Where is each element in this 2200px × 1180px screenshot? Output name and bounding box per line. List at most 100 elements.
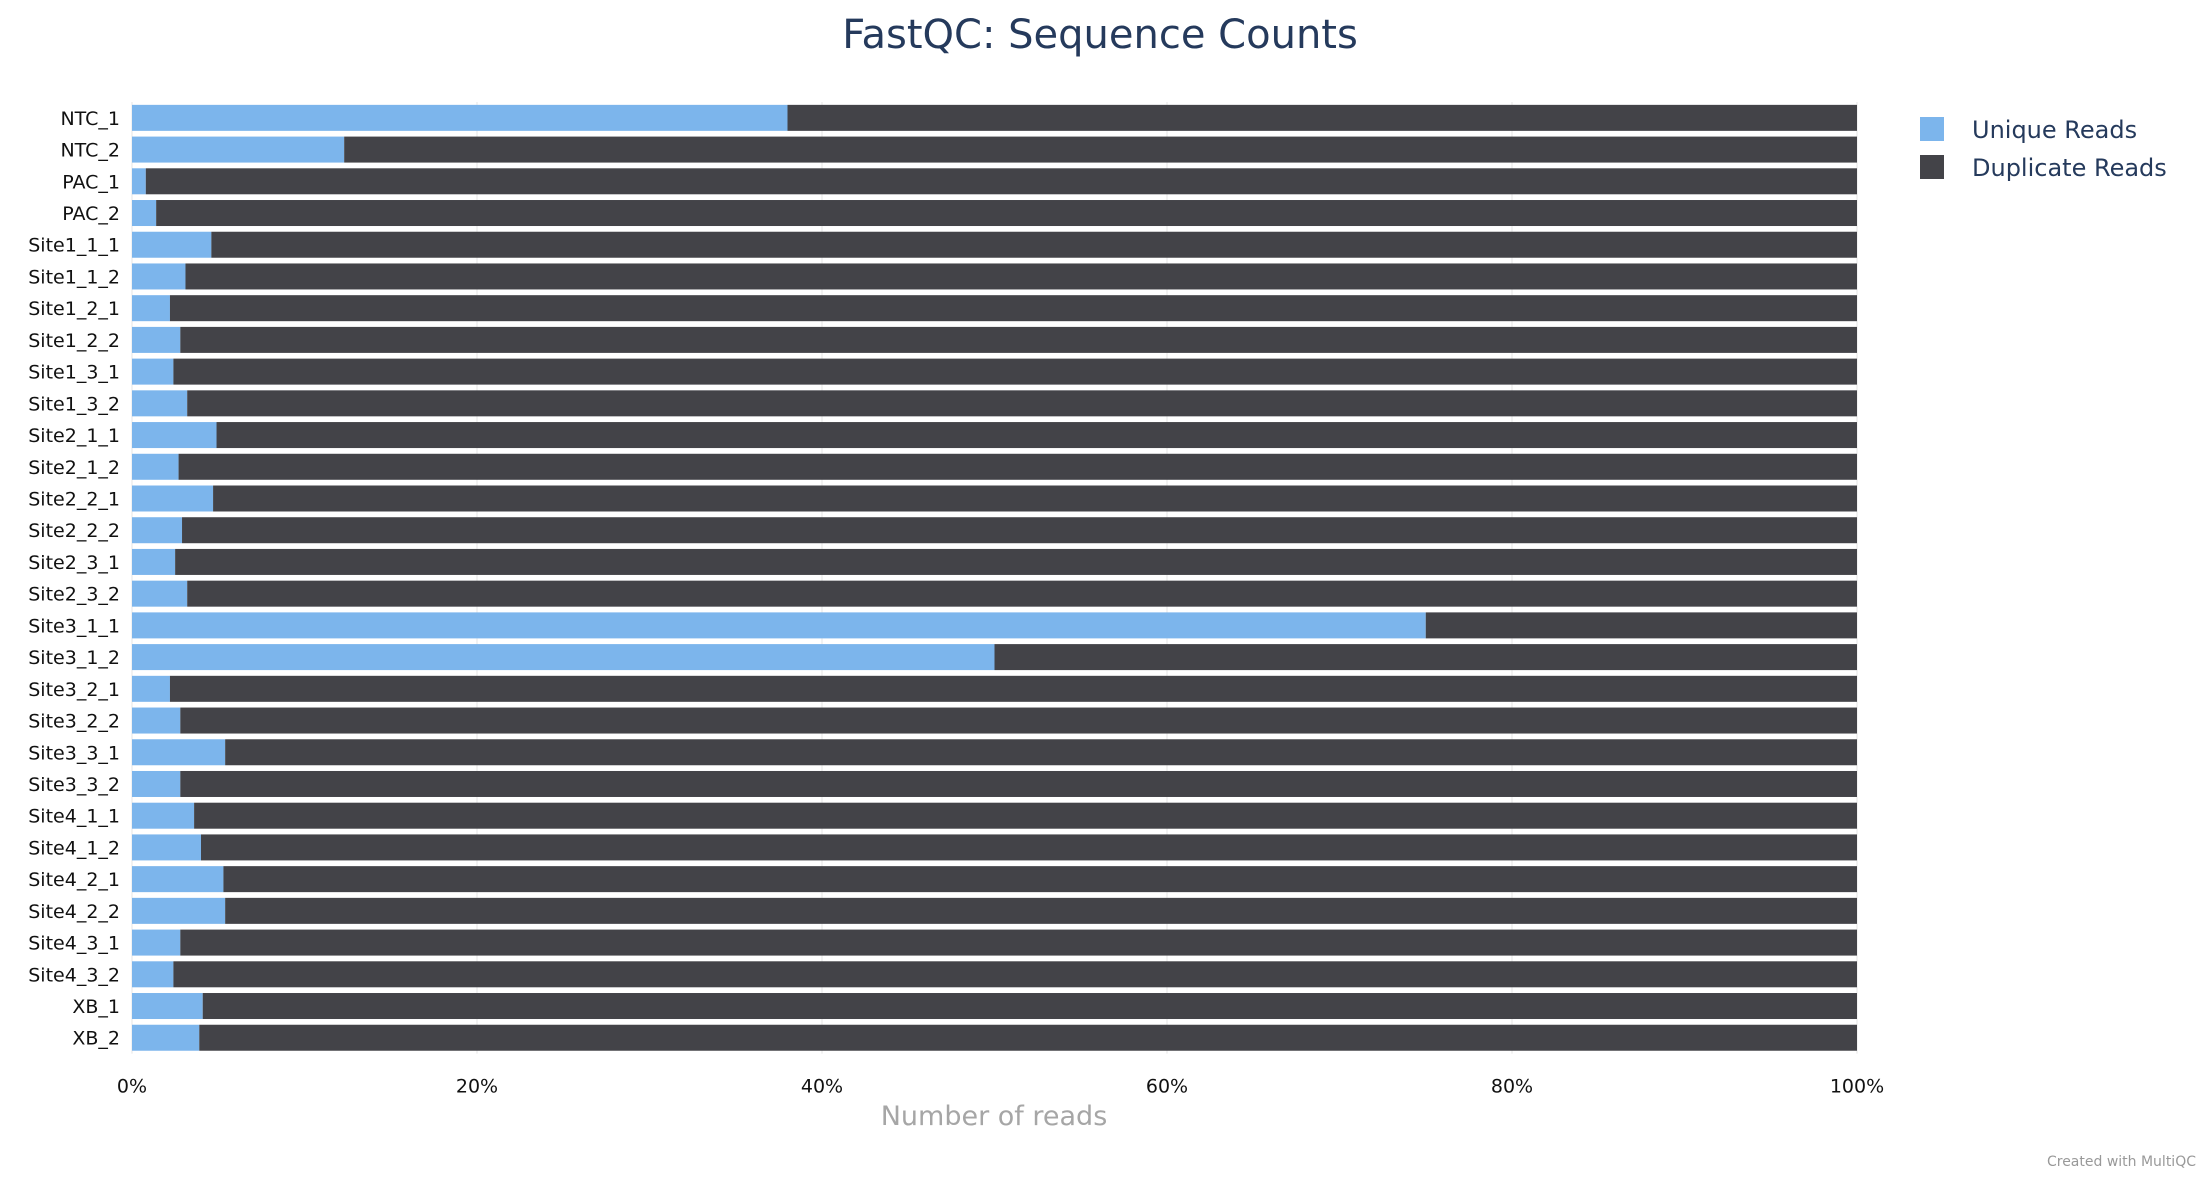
bar-unique-reads-pac-2[interactable] (132, 200, 157, 227)
bar-duplicate-reads-site3-1-1[interactable] (1425, 612, 1857, 639)
bar-unique-reads-site2-1-2[interactable] (132, 453, 179, 480)
bar-unique-reads-site1-3-1[interactable] (132, 358, 174, 385)
credit-text: Created with MultiQC (2047, 1154, 2196, 1170)
category-label: Site4_1_2 (28, 837, 120, 859)
category-label: XB_2 (72, 1028, 120, 1050)
legend-label-unique-reads[interactable]: Unique Reads (1972, 116, 2137, 144)
category-label: NTC_1 (60, 108, 120, 130)
bar-duplicate-reads-site3-1-2[interactable] (994, 644, 1858, 671)
bar-unique-reads-site4-3-2[interactable] (132, 961, 174, 988)
bar-unique-reads-site1-3-2[interactable] (132, 390, 188, 417)
bar-duplicate-reads-site1-2-1[interactable] (169, 295, 1858, 322)
bar-duplicate-reads-site4-1-2[interactable] (201, 834, 1857, 861)
category-label: Site3_1_1 (28, 615, 120, 637)
bar-duplicate-reads-site2-1-1[interactable] (216, 422, 1857, 449)
category-label: Site4_3_2 (28, 964, 120, 986)
bar-unique-reads-site3-1-2[interactable] (132, 644, 995, 671)
bar-duplicate-reads-site4-1-1[interactable] (194, 802, 1858, 829)
bar-unique-reads-site2-3-1[interactable] (132, 548, 176, 575)
bar-unique-reads-site3-3-1[interactable] (132, 739, 226, 766)
bar-unique-reads-site2-1-1[interactable] (132, 422, 217, 449)
category-label: Site1_1_2 (28, 266, 120, 288)
bar-unique-reads-site4-3-1[interactable] (132, 929, 181, 956)
legend-swatch-unique-reads[interactable] (1920, 117, 1944, 141)
x-axis-ticks: 0% 20% 40% 60% 80% 100% (117, 1076, 1884, 1098)
bar-unique-reads-site4-1-2[interactable] (132, 834, 201, 861)
bar-unique-reads-site1-1-1[interactable] (132, 231, 212, 258)
bar-unique-reads-site2-2-2[interactable] (132, 517, 183, 544)
category-label: Site2_1_2 (28, 457, 120, 479)
x-axis-title: Number of reads (881, 1101, 1108, 1132)
bar-unique-reads-ntc-2[interactable] (132, 136, 345, 163)
category-label: Site4_2_2 (28, 901, 120, 923)
x-tick-label: 0% (117, 1076, 147, 1098)
bar-unique-reads-xb-1[interactable] (132, 993, 203, 1020)
bar-duplicate-reads-site4-3-2[interactable] (173, 961, 1857, 988)
legend-label-duplicate-reads[interactable]: Duplicate Reads (1972, 154, 2167, 182)
bars (132, 104, 1858, 1051)
category-label: NTC_2 (60, 140, 120, 162)
bar-unique-reads-site4-2-1[interactable] (132, 866, 224, 893)
bar-unique-reads-site2-2-1[interactable] (132, 485, 214, 512)
legend[interactable]: Unique Reads Duplicate Reads (1920, 116, 2167, 182)
bar-duplicate-reads-site2-2-2[interactable] (182, 517, 1857, 544)
bar-unique-reads-xb-2[interactable] (132, 1024, 200, 1051)
bar-duplicate-reads-ntc-2[interactable] (344, 136, 1857, 163)
x-tick-label: 40% (801, 1076, 843, 1098)
bar-duplicate-reads-site1-1-2[interactable] (185, 263, 1858, 290)
bar-duplicate-reads-site4-3-1[interactable] (180, 929, 1857, 956)
gridlines (131, 102, 1858, 1054)
bar-unique-reads-site4-1-1[interactable] (132, 802, 195, 829)
category-label: PAC_1 (62, 171, 120, 193)
bar-unique-reads-site1-1-2[interactable] (132, 263, 186, 290)
bar-unique-reads-site4-2-2[interactable] (132, 897, 226, 924)
bar-duplicate-reads-site1-3-1[interactable] (173, 358, 1857, 385)
bar-duplicate-reads-site3-3-1[interactable] (225, 739, 1857, 766)
category-label: Site3_2_2 (28, 711, 120, 733)
bar-unique-reads-site3-3-2[interactable] (132, 770, 181, 797)
category-label: Site1_3_2 (28, 393, 120, 415)
bar-unique-reads-site2-3-2[interactable] (132, 580, 188, 607)
category-label: Site1_1_1 (28, 235, 120, 257)
category-label: Site2_2_1 (28, 489, 120, 511)
bar-duplicate-reads-site2-3-2[interactable] (187, 580, 1858, 607)
category-label: Site2_2_2 (28, 520, 120, 542)
bar-duplicate-reads-site2-1-2[interactable] (178, 453, 1858, 480)
category-label: PAC_2 (62, 203, 120, 225)
bar-duplicate-reads-xb-2[interactable] (199, 1024, 1857, 1051)
category-label: Site1_2_1 (28, 298, 120, 320)
bar-duplicate-reads-pac-1[interactable] (145, 168, 1857, 195)
category-label: Site1_2_2 (28, 330, 120, 352)
bar-duplicate-reads-xb-1[interactable] (202, 993, 1858, 1020)
bar-unique-reads-pac-1[interactable] (132, 168, 146, 195)
category-label: Site2_3_1 (28, 552, 120, 574)
bar-duplicate-reads-site1-3-2[interactable] (187, 390, 1858, 417)
x-tick-label: 60% (1146, 1076, 1188, 1098)
bar-unique-reads-ntc-1[interactable] (132, 104, 788, 131)
bar-duplicate-reads-site1-2-2[interactable] (180, 326, 1857, 353)
bar-unique-reads-site3-1-1[interactable] (132, 612, 1426, 639)
bar-unique-reads-site1-2-1[interactable] (132, 295, 170, 322)
bar-duplicate-reads-site3-2-2[interactable] (180, 707, 1857, 734)
bar-duplicate-reads-site2-3-1[interactable] (175, 548, 1857, 575)
bar-unique-reads-site1-2-2[interactable] (132, 326, 181, 353)
bar-duplicate-reads-site1-1-1[interactable] (211, 231, 1858, 258)
category-label: Site3_3_2 (28, 774, 120, 796)
legend-swatch-duplicate-reads[interactable] (1920, 155, 1944, 179)
bar-duplicate-reads-ntc-1[interactable] (787, 104, 1858, 131)
bar-duplicate-reads-site2-2-1[interactable] (213, 485, 1858, 512)
bar-unique-reads-site3-2-2[interactable] (132, 707, 181, 734)
bar-unique-reads-site3-2-1[interactable] (132, 675, 170, 702)
category-label: Site4_3_1 (28, 933, 120, 955)
chart-title: FastQC: Sequence Counts (842, 12, 1358, 58)
category-label: Site3_3_1 (28, 742, 120, 764)
category-labels: NTC_1 NTC_2 PAC_1 PAC_2 Site1_1_1 Site1_1_2 Si… (28, 108, 120, 1050)
bar-duplicate-reads-site3-3-2[interactable] (180, 770, 1857, 797)
bar-duplicate-reads-pac-2[interactable] (156, 200, 1857, 227)
bar-duplicate-reads-site4-2-1[interactable] (223, 866, 1857, 893)
bar-duplicate-reads-site3-2-1[interactable] (169, 675, 1858, 702)
category-label: Site4_1_1 (28, 806, 120, 828)
bar-duplicate-reads-site4-2-2[interactable] (225, 897, 1857, 924)
category-label: Site2_1_1 (28, 425, 120, 447)
